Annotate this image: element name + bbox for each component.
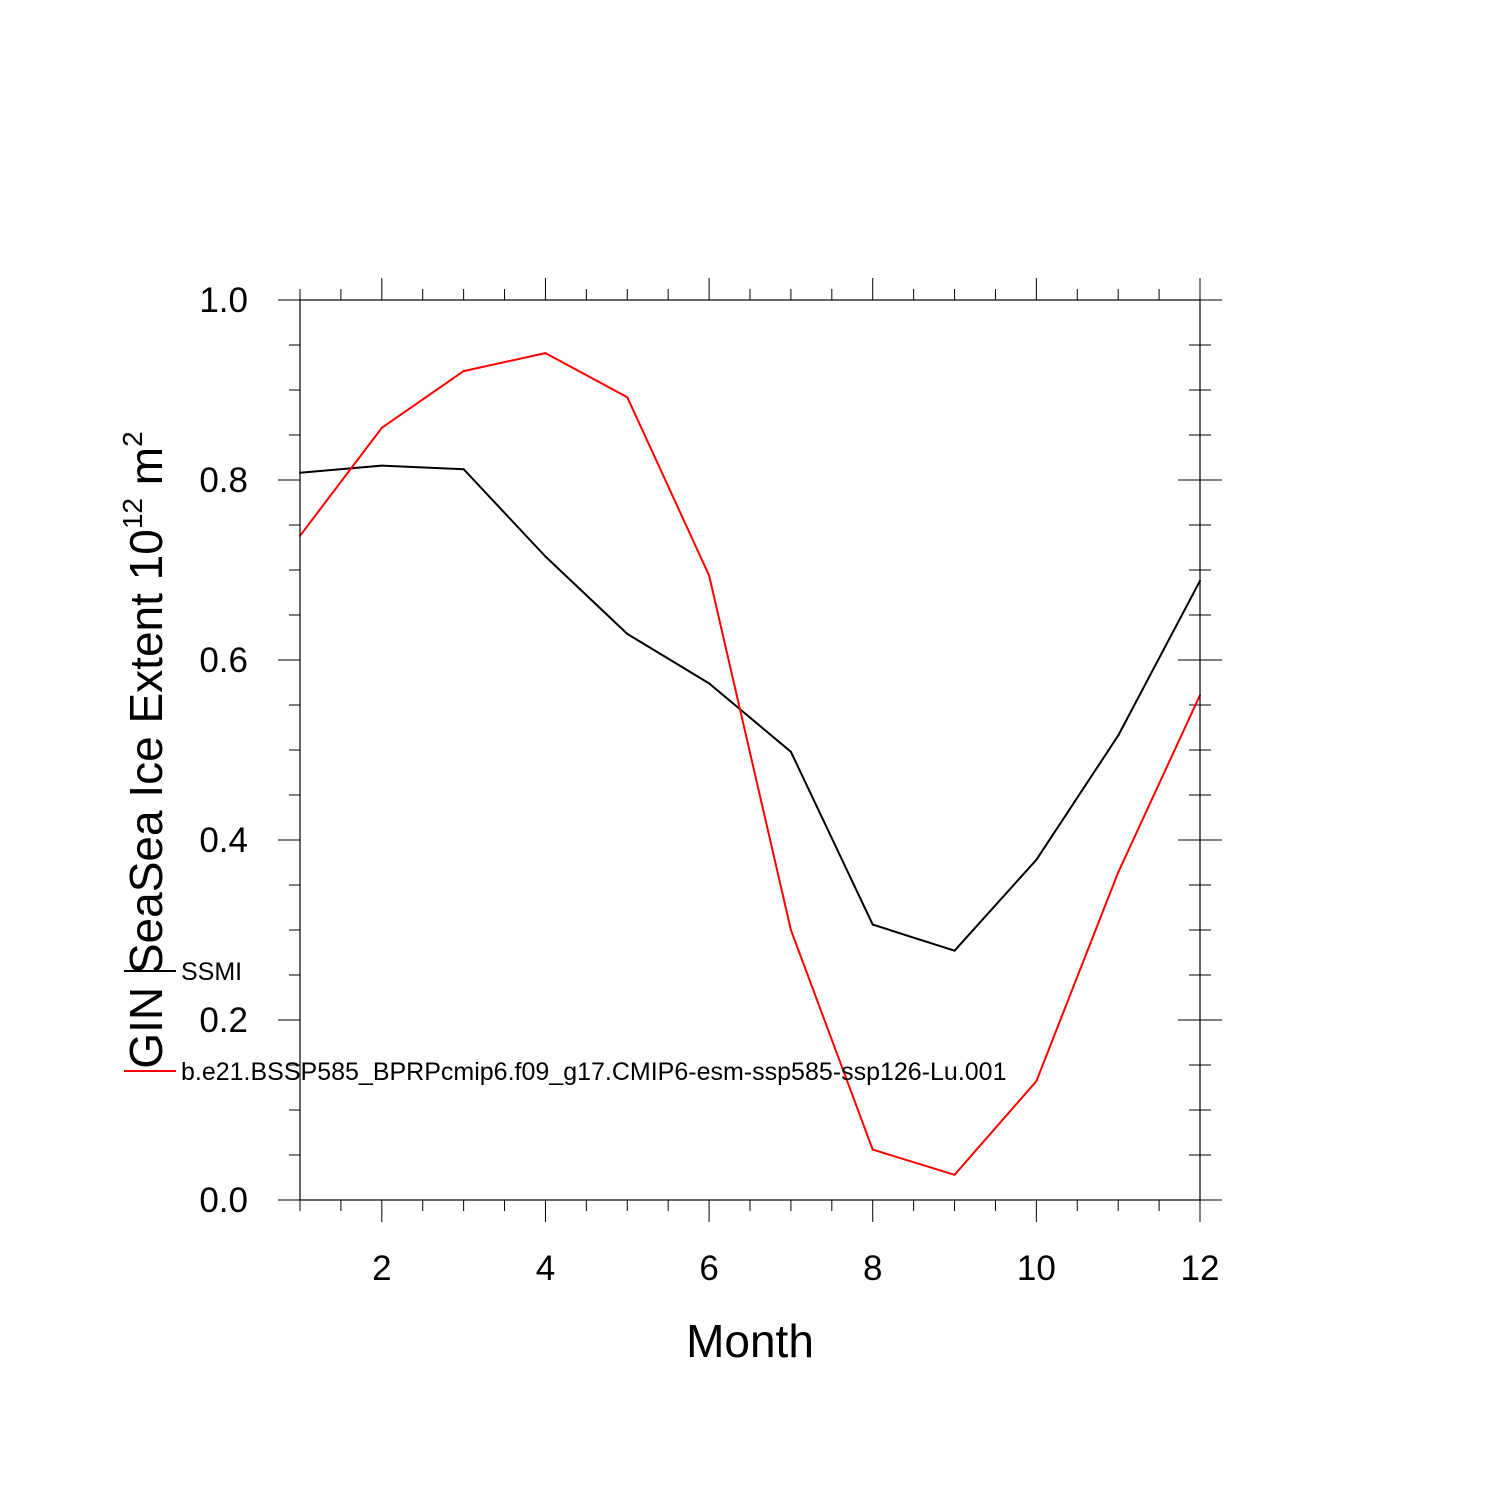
data-point-model <box>708 574 711 577</box>
y-tick-label: 0.0 <box>199 1181 248 1220</box>
tick-labels: 2 4 6 8 10 12 0.0 0.2 0.4 0.6 0.8 1.0 <box>199 281 1219 1288</box>
data-point-ssmi <box>462 468 465 471</box>
plot-frame <box>299 299 1201 1201</box>
data-point-model <box>626 396 629 399</box>
y-axis-title-group: GIN SeaSea Ice Extent 1012 m2 <box>117 431 172 1068</box>
data-point-ssmi <box>789 750 792 753</box>
data-point-model <box>1035 1080 1038 1083</box>
legend-label-model: b.e21.BSSP585_BPRPcmip6.f09_g17.CMIP6-es… <box>181 1058 1006 1086</box>
x-tick-label: 6 <box>699 1249 718 1288</box>
x-tick-label: 10 <box>1017 1249 1056 1288</box>
data-point-model <box>544 352 547 355</box>
x-axis-title: Month <box>686 1315 814 1367</box>
x-tick-label: 12 <box>1181 1249 1220 1288</box>
data-point-ssmi <box>1117 734 1120 737</box>
legend-label-ssmi: SSMI <box>181 958 242 986</box>
y-axis-title-text: GIN SeaSea Ice Extent 10 <box>120 529 172 1069</box>
y-axis-title: GIN SeaSea Ice Extent 1012 m2 <box>117 431 172 1068</box>
data-point-model <box>953 1173 956 1176</box>
data-point-ssmi <box>871 923 874 926</box>
data-point-ssmi <box>953 949 956 952</box>
y-axis-title-unit-exponent: 2 <box>117 431 148 447</box>
legend: SSMI b.e21.BSSP585_BPRPcmip6.f09_g17.CMI… <box>124 958 1006 1086</box>
data-point-ssmi <box>544 555 547 558</box>
data-point-ssmi <box>1035 858 1038 861</box>
data-point-ssmi <box>380 464 383 467</box>
x-tick-label: 8 <box>863 1249 882 1288</box>
y-tick-label: 1.0 <box>199 281 248 320</box>
y-tick-label: 0.6 <box>199 641 248 680</box>
data-point-model <box>789 929 792 931</box>
y-tick-label: 0.4 <box>199 821 248 860</box>
y-tick-label: 0.2 <box>199 1001 248 1040</box>
data-point-ssmi <box>626 632 629 635</box>
data-point-model <box>1117 871 1120 874</box>
data-point-model <box>462 370 465 373</box>
data-point-model <box>380 426 383 429</box>
x-tick-label: 4 <box>536 1249 555 1288</box>
data-point-ssmi <box>708 682 711 685</box>
x-tick-label: 2 <box>372 1249 391 1288</box>
data-point-model <box>871 1148 874 1151</box>
series-line-ssmi <box>299 464 1201 952</box>
y-axis-title-unit: m <box>120 447 172 498</box>
series-lines <box>299 352 1201 1176</box>
y-tick-label: 0.8 <box>199 461 248 500</box>
y-axis-title-exponent: 12 <box>117 498 148 529</box>
series-line-model <box>299 352 1201 1176</box>
